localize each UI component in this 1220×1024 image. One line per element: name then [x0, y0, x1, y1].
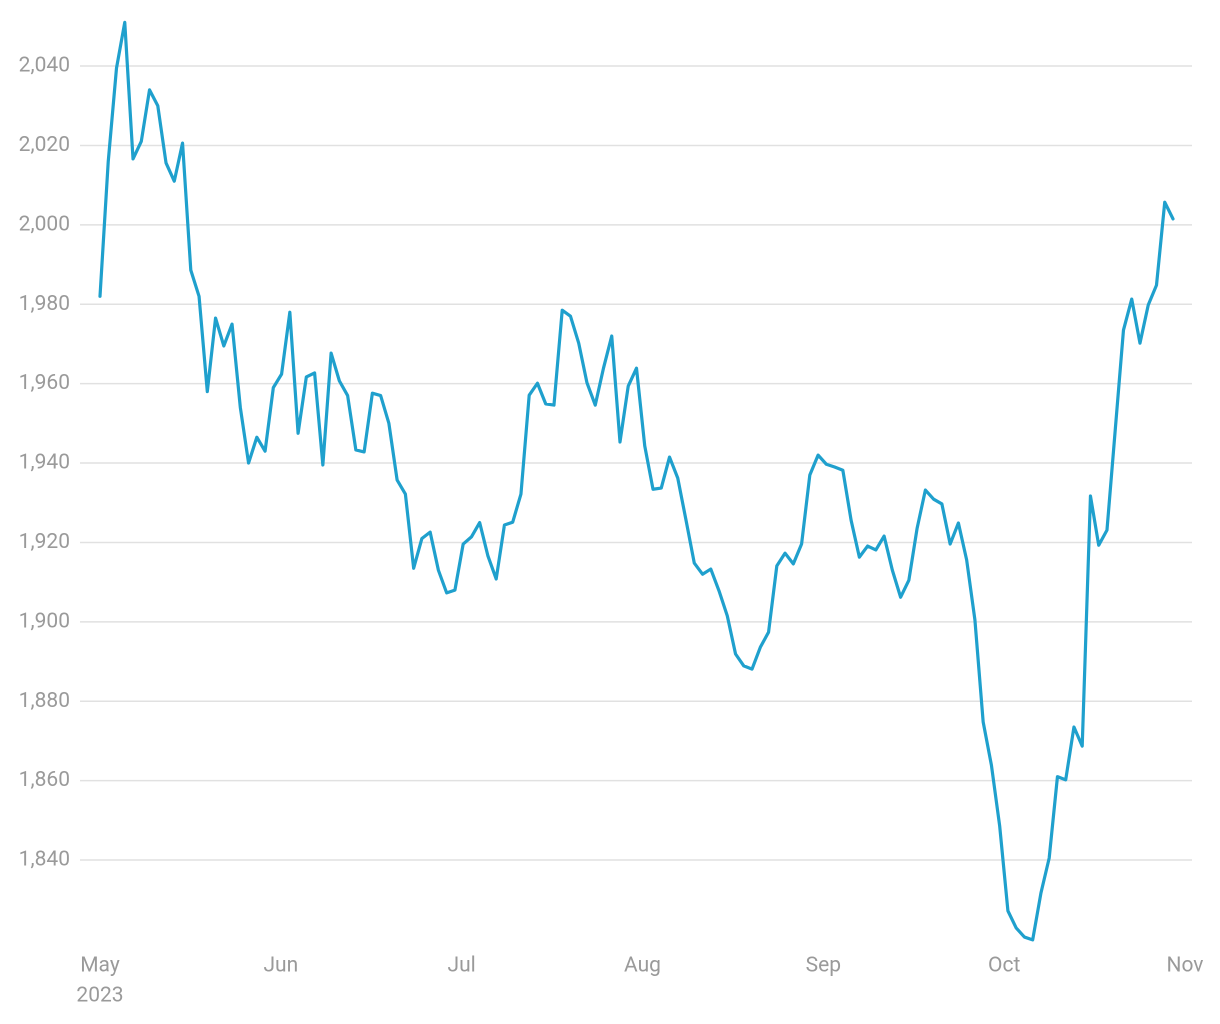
y-tick-label: 2,040 [19, 54, 70, 78]
price-line [98, 20, 1175, 942]
x-tick-label: Jul [448, 954, 476, 978]
x-year-label: 2023 [76, 984, 123, 1008]
labels: 1,840 1,860 1,880 1,900 1,920 1,940 1,960 1,980… [19, 54, 1204, 1008]
x-tick-label: Jun [263, 954, 298, 978]
y-tick-label: 1,940 [19, 451, 70, 475]
y-tick-label: 2,000 [19, 212, 70, 236]
y-tick-label: 1,900 [19, 609, 70, 633]
y-tick-label: 1,920 [19, 530, 70, 554]
x-tick-label: May [80, 954, 120, 978]
x-tick-label: Aug [624, 954, 661, 978]
y-tick-label: 2,020 [19, 133, 70, 157]
y-tick-label: 1,880 [19, 689, 70, 713]
y-tick-label: 1,840 [19, 848, 70, 872]
y-tick-label: 1,860 [19, 768, 70, 792]
y-tick-label: 1,960 [19, 371, 70, 395]
y-tick-label: 1,980 [19, 292, 70, 316]
plot [98, 20, 1175, 942]
x-tick-label: Sep [806, 954, 841, 978]
grid [80, 65, 1192, 861]
x-tick-label: Oct [988, 954, 1020, 978]
x-tick-label: Nov [1167, 954, 1204, 978]
